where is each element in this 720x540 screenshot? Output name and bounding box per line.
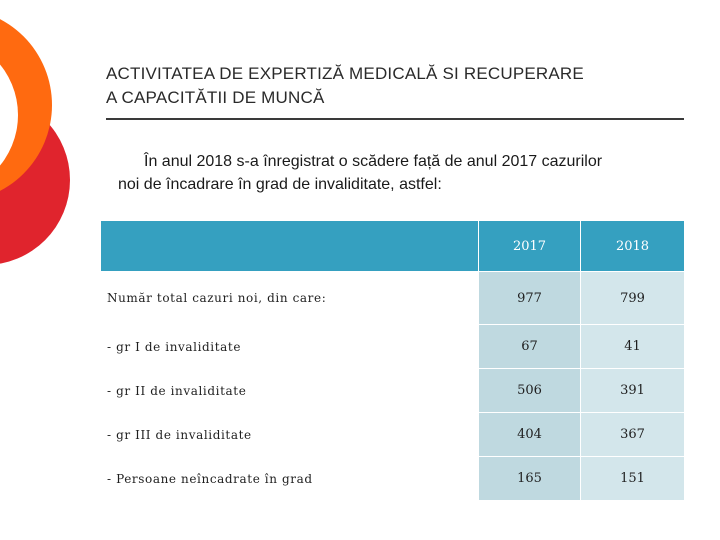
title-line-1: ACTIVITATEA DE EXPERTIZĂ MEDICALĂ SI REC… — [106, 64, 584, 83]
intro-line-1: În anul 2018 s-a înregistrat o scădere f… — [144, 153, 603, 170]
value-2017: 165 — [478, 456, 581, 501]
value-2018: 367 — [580, 412, 685, 457]
value-2017: 506 — [478, 368, 581, 413]
intro-line-2: noi de încadrare în grad de invaliditate… — [118, 176, 442, 193]
table-row: Număr total cazuri noi, din care: 977 79… — [100, 271, 685, 325]
orange-circle — [0, 19, 52, 191]
value-2017: 977 — [478, 271, 581, 325]
row-label: Număr total cazuri noi, din care: — [100, 271, 479, 325]
table-header-row: 2017 2018 — [100, 220, 685, 272]
value-2018: 41 — [580, 324, 685, 369]
value-2018: 391 — [580, 368, 685, 413]
decorative-circles — [0, 19, 70, 264]
value-2018: 799 — [580, 271, 685, 325]
title-divider — [106, 118, 684, 120]
value-2018: 151 — [580, 456, 685, 501]
value-2017: 67 — [478, 324, 581, 369]
title-line-2: A CAPACITĂTII DE MUNCĂ — [106, 88, 325, 107]
row-label: - gr III de invaliditate — [100, 412, 479, 457]
row-label: - gr I de invaliditate — [100, 324, 479, 369]
white-circle — [0, 64, 18, 166]
red-circle — [0, 96, 70, 264]
table-row: - Persoane neîncadrate în grad 165 151 — [100, 456, 685, 501]
header-year-2017: 2017 — [478, 220, 581, 272]
intro-paragraph: În anul 2018 s-a înregistrat o scădere f… — [118, 150, 688, 196]
table-row: - gr III de invaliditate 404 367 — [100, 412, 685, 457]
row-label: - gr II de invaliditate — [100, 368, 479, 413]
table-row: - gr II de invaliditate 506 391 — [100, 368, 685, 413]
table-row: - gr I de invaliditate 67 41 — [100, 324, 685, 369]
invalidity-cases-table: 2017 2018 Număr total cazuri noi, din ca… — [100, 220, 685, 501]
page-title: ACTIVITATEA DE EXPERTIZĂ MEDICALĂ SI REC… — [106, 62, 696, 110]
header-year-2018: 2018 — [580, 220, 685, 272]
row-label: - Persoane neîncadrate în grad — [100, 456, 479, 501]
header-label-cell — [100, 220, 479, 272]
value-2017: 404 — [478, 412, 581, 457]
